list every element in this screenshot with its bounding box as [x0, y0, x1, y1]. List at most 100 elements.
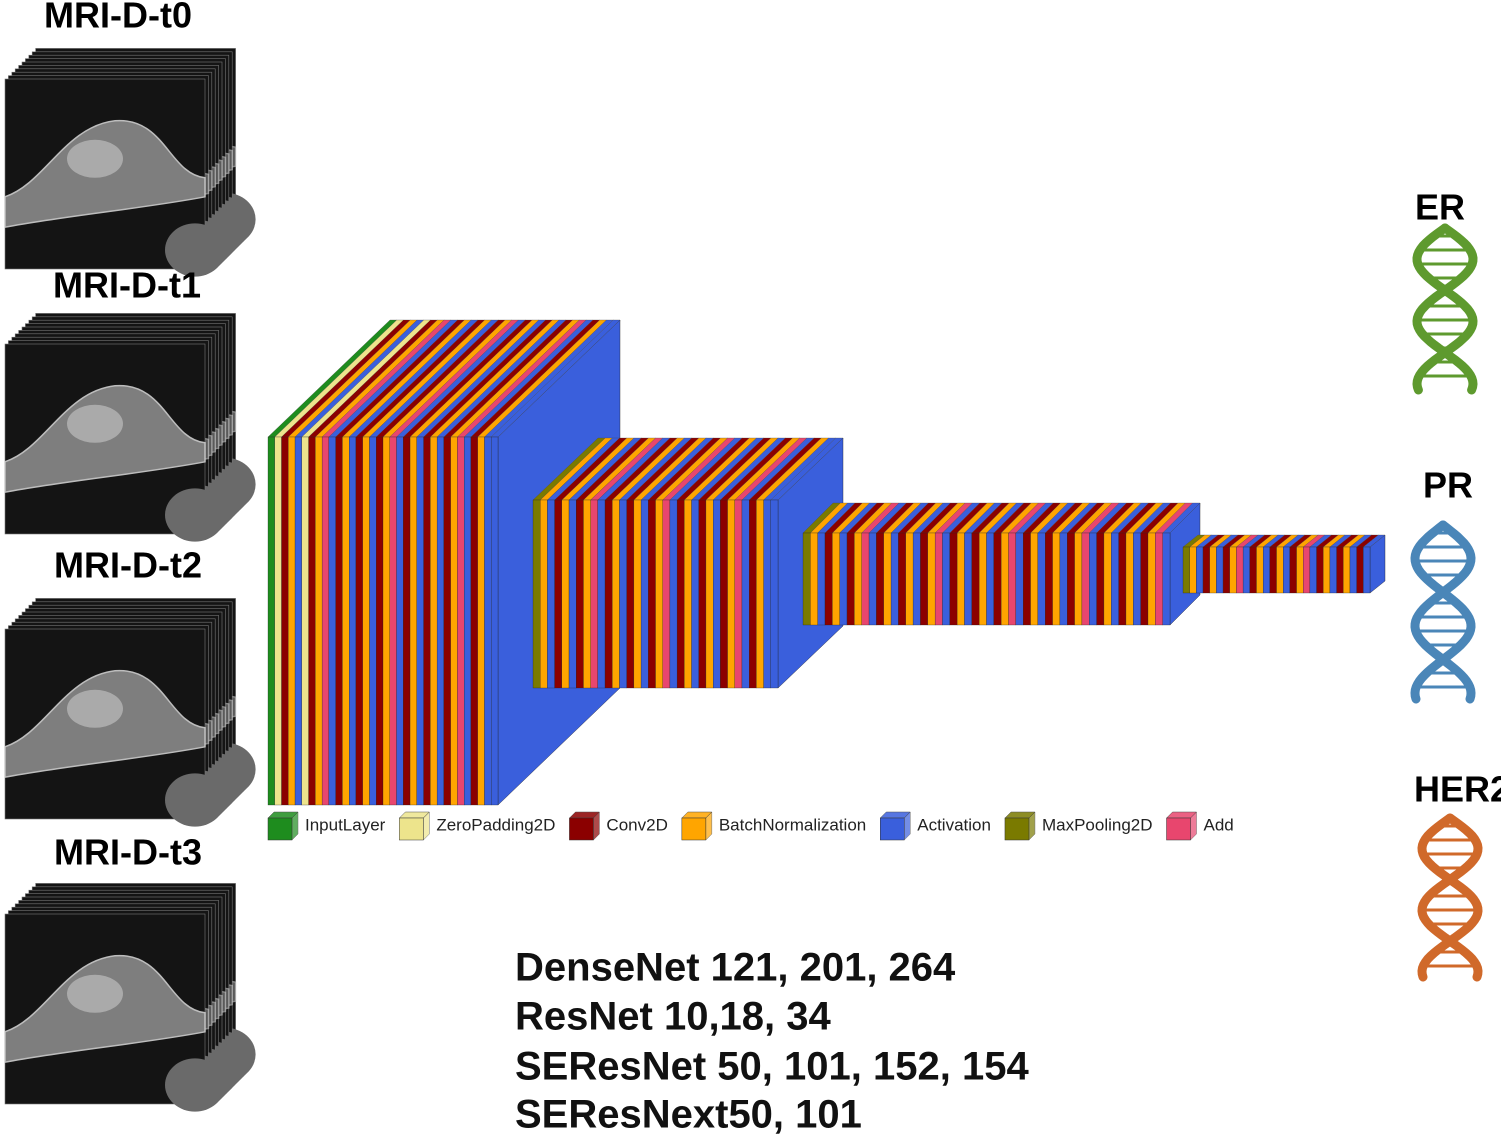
input-label: MRI-D-t0: [44, 0, 192, 36]
slab-front: [281, 436, 289, 806]
organ: [165, 223, 225, 277]
slab-front: [1209, 546, 1217, 594]
legend-cube: [880, 817, 905, 841]
slab-front: [1015, 532, 1024, 626]
slab-front: [328, 436, 336, 806]
legend-cube: [681, 817, 707, 841]
slab-front: [655, 499, 663, 689]
slab-front: [1323, 546, 1331, 594]
slab-front: [802, 532, 811, 626]
slab-front: [1256, 546, 1264, 594]
tissue-detail: [67, 689, 123, 728]
slab-front: [532, 499, 541, 689]
slab-front: [861, 532, 870, 626]
slab-front: [1296, 546, 1304, 594]
layer-block: [267, 319, 621, 806]
legend-cube: [267, 817, 293, 841]
slab-front: [604, 499, 613, 689]
mri-slice: [4, 913, 225, 1112]
legend-label: BatchNormalization: [719, 815, 866, 834]
network: [267, 319, 1386, 806]
slab-front: [1140, 532, 1149, 626]
model-line: DenseNet 121, 201, 264: [515, 946, 956, 990]
slab-front: [362, 436, 370, 806]
slab-front: [612, 499, 620, 689]
slab-front: [450, 436, 458, 806]
slab-front: [846, 532, 855, 626]
legend-label: MaxPooling2D: [1042, 815, 1153, 834]
slab-front: [342, 436, 350, 806]
slab-front: [576, 499, 584, 689]
slab-front: [554, 499, 562, 689]
slab-front: [749, 499, 757, 689]
slab-front: [403, 436, 411, 806]
slab-front: [1067, 532, 1075, 626]
slab-front: [927, 532, 936, 626]
slab-front: [583, 499, 591, 689]
slab-front: [669, 499, 678, 689]
slab-front: [662, 499, 671, 689]
slab-front: [315, 436, 323, 806]
slab-front: [1133, 532, 1141, 626]
model-line: ResNet 10,18, 34: [515, 995, 832, 1039]
slab-front: [1329, 546, 1337, 594]
legend-cube: [1166, 817, 1191, 841]
slab-front: [436, 436, 445, 806]
slab-front: [1269, 546, 1277, 594]
slab-front: [832, 532, 840, 626]
slab-front: [1289, 546, 1297, 594]
slab-front: [294, 436, 302, 806]
slab-front: [1196, 546, 1204, 594]
legend-label: InputLayer: [305, 815, 386, 834]
dna-strand: [1410, 520, 1476, 704]
tissue-detail: [67, 404, 123, 443]
mri-stacks: [4, 48, 256, 1112]
slab-front: [942, 532, 950, 626]
slab-front: [720, 499, 728, 689]
slab-front: [382, 436, 390, 806]
slab-front: [1182, 546, 1190, 594]
slab-front: [335, 436, 343, 806]
slab-front: [727, 499, 735, 689]
slab-front: [633, 499, 642, 689]
slab-front: [691, 499, 699, 689]
slab-front: [810, 532, 818, 626]
input-label: MRI-D-t3: [54, 832, 202, 873]
slab-front: [1059, 532, 1068, 626]
slab-front: [1343, 546, 1351, 594]
slab-front: [457, 436, 465, 806]
slab-front: [956, 532, 965, 626]
slab-front: [684, 499, 692, 689]
legend-label: Conv2D: [606, 815, 667, 834]
input-label: MRI-D-t1: [53, 265, 201, 306]
slab-front: [396, 436, 404, 806]
slab-front: [839, 532, 848, 626]
slab-front: [1242, 546, 1250, 594]
slab-front: [1052, 532, 1061, 626]
legend-cube: [399, 817, 424, 841]
slab-front: [1202, 546, 1210, 594]
slab-front: [1045, 532, 1053, 626]
slab-front: [964, 532, 972, 626]
slab-front: [568, 499, 577, 689]
tissue-detail: [67, 974, 123, 1013]
slab-front: [1216, 546, 1224, 594]
slab-front: [274, 436, 282, 806]
slab-front: [1229, 546, 1237, 594]
slab-front: [376, 436, 384, 806]
slab-front: [741, 499, 750, 689]
slab-front: [443, 436, 451, 806]
slab-front: [416, 436, 424, 806]
slab-front: [986, 532, 994, 626]
slab-front: [1023, 532, 1031, 626]
slab-front: [1262, 546, 1270, 594]
model-line: SEResNext50, 101: [515, 1093, 862, 1137]
tissue-detail: [67, 139, 123, 178]
legend-label: Activation: [917, 815, 991, 834]
slab-front: [1222, 546, 1230, 594]
legend-cube: [1004, 817, 1030, 841]
slab-front: [1162, 532, 1171, 626]
slab-front: [321, 436, 330, 806]
